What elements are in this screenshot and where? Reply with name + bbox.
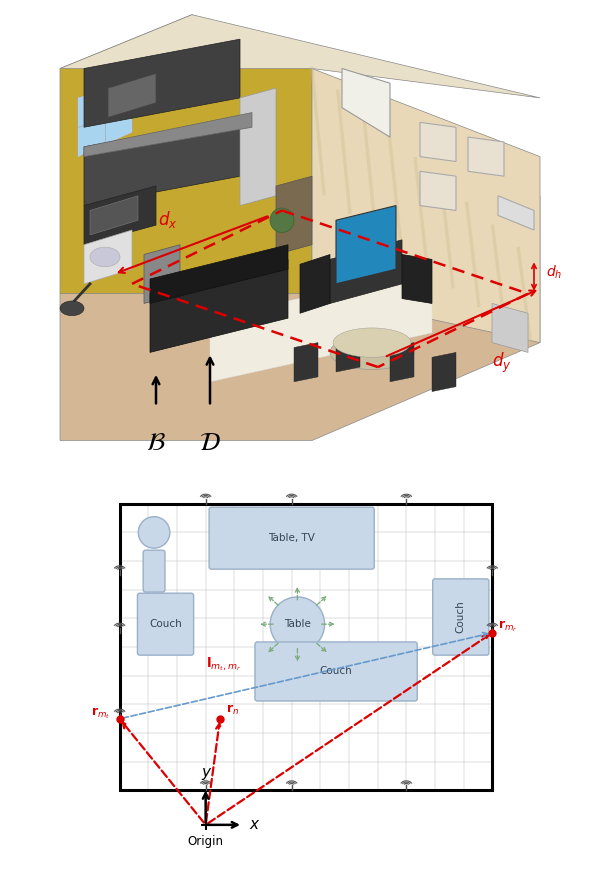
Polygon shape (84, 186, 156, 245)
Polygon shape (336, 333, 360, 372)
Polygon shape (60, 15, 312, 294)
FancyBboxPatch shape (209, 507, 374, 569)
Polygon shape (420, 122, 456, 162)
Ellipse shape (138, 517, 170, 548)
Polygon shape (90, 196, 138, 235)
Polygon shape (300, 254, 330, 313)
Polygon shape (78, 83, 132, 156)
Text: $\mathbf{r}_n$: $\mathbf{r}_n$ (226, 703, 239, 718)
Text: $\mathbf{r}_{m_t}$: $\mathbf{r}_{m_t}$ (91, 706, 110, 721)
Ellipse shape (270, 208, 294, 232)
Polygon shape (240, 88, 276, 205)
Polygon shape (84, 117, 240, 205)
Polygon shape (108, 73, 156, 117)
Polygon shape (330, 239, 402, 303)
Polygon shape (402, 254, 432, 303)
FancyBboxPatch shape (137, 593, 194, 656)
Polygon shape (84, 113, 252, 156)
FancyBboxPatch shape (143, 551, 165, 592)
Polygon shape (150, 245, 288, 303)
Polygon shape (342, 68, 390, 137)
Text: $\mathbf{l}_{m_t,m_r}$: $\mathbf{l}_{m_t,m_r}$ (206, 656, 241, 673)
Text: Couch: Couch (456, 600, 466, 634)
Ellipse shape (270, 597, 325, 651)
Ellipse shape (60, 301, 84, 316)
FancyBboxPatch shape (255, 642, 417, 701)
Polygon shape (60, 196, 540, 440)
Text: $d_y$: $d_y$ (492, 350, 512, 375)
Polygon shape (336, 205, 396, 284)
Ellipse shape (333, 328, 411, 357)
Text: Table: Table (284, 619, 311, 629)
Polygon shape (468, 137, 504, 177)
Polygon shape (276, 177, 312, 254)
Text: $y$: $y$ (202, 766, 213, 782)
Bar (119, 503, 493, 790)
Polygon shape (60, 15, 540, 98)
Text: $d_h$: $d_h$ (546, 264, 562, 281)
Polygon shape (144, 245, 180, 303)
Text: Origin: Origin (188, 835, 224, 848)
Text: $\mathcal{B}$: $\mathcal{B}$ (146, 432, 166, 455)
Polygon shape (84, 230, 132, 284)
Polygon shape (84, 39, 240, 128)
Polygon shape (294, 343, 318, 382)
Polygon shape (498, 196, 534, 230)
Text: Couch: Couch (320, 667, 352, 676)
Polygon shape (492, 303, 528, 352)
Ellipse shape (90, 247, 120, 267)
Polygon shape (150, 260, 288, 352)
Polygon shape (420, 171, 456, 211)
Polygon shape (312, 68, 540, 343)
Text: $\mathbf{r}_{m_r}$: $\mathbf{r}_{m_r}$ (498, 619, 518, 634)
Text: Couch: Couch (149, 619, 182, 629)
Text: Table, TV: Table, TV (268, 533, 315, 543)
Ellipse shape (330, 336, 414, 370)
FancyBboxPatch shape (433, 579, 489, 656)
Text: $x$: $x$ (248, 818, 260, 832)
Polygon shape (210, 269, 432, 382)
Polygon shape (390, 343, 414, 382)
Text: $d_x$: $d_x$ (158, 209, 178, 230)
Polygon shape (432, 352, 456, 392)
Text: $\mathcal{D}$: $\mathcal{D}$ (199, 432, 221, 455)
Polygon shape (78, 83, 132, 156)
